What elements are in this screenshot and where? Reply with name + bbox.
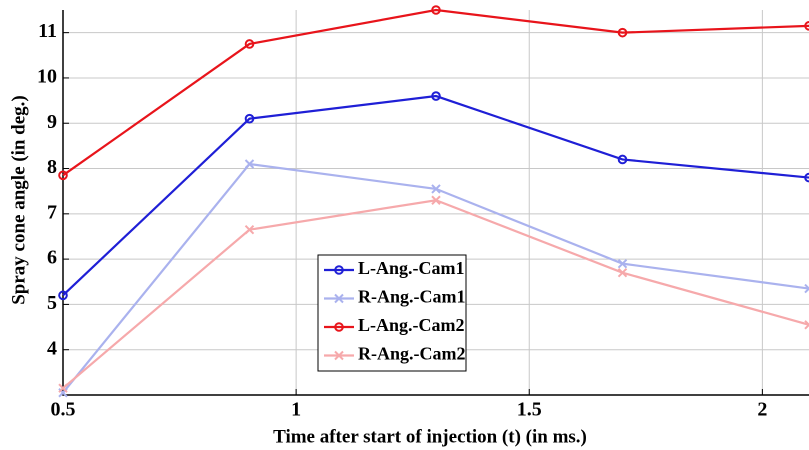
y-tick-label: 5	[47, 292, 57, 314]
marker	[617, 154, 628, 165]
point	[804, 283, 809, 294]
point	[804, 172, 809, 183]
marker	[431, 5, 441, 15]
marker	[804, 21, 809, 31]
axes-frame	[62, 10, 809, 396]
y-tick-label: 9	[47, 111, 57, 133]
legend-label: L-Ang.-Cam2	[358, 315, 465, 335]
point	[617, 258, 628, 269]
legend: L-Ang.-Cam1 R-Ang.-Cam1 L-Ang.-Cam2 R-Ang.-…	[317, 254, 467, 372]
marker	[617, 258, 628, 269]
line	[62, 8, 809, 177]
point	[617, 154, 628, 165]
marker	[431, 184, 441, 194]
marker	[58, 170, 68, 181]
legend-marker	[334, 322, 344, 332]
y-tick-label: 11	[38, 20, 57, 42]
marker	[804, 172, 809, 183]
point	[58, 383, 68, 393]
marker	[431, 91, 441, 101]
y-axis-label: Spray cone angle (in deg.)	[8, 95, 29, 305]
point	[58, 170, 68, 181]
marker	[244, 224, 255, 235]
marker	[58, 383, 68, 393]
series	[58, 91, 809, 301]
marker	[58, 290, 68, 301]
y-tick-label: 6	[47, 247, 57, 269]
series	[58, 5, 809, 181]
marker	[244, 159, 255, 169]
legend-label: R-Ang.-Cam2	[358, 344, 466, 364]
y-tick-label: 7	[47, 201, 57, 223]
point	[431, 195, 441, 205]
y-tick-label: 10	[37, 66, 57, 88]
series	[58, 195, 809, 393]
marker	[617, 27, 628, 38]
series	[58, 159, 809, 398]
point	[58, 290, 68, 301]
point	[617, 267, 628, 278]
point	[244, 159, 255, 169]
point	[431, 5, 441, 15]
point	[431, 91, 441, 101]
point	[804, 320, 809, 330]
legend-label: L-Ang.-Cam1	[358, 258, 465, 278]
marker	[244, 39, 255, 49]
x-axis-label: Time after start of injection (t) (in ms…	[273, 426, 587, 447]
point	[244, 39, 255, 49]
marker	[244, 113, 255, 124]
marker	[431, 195, 441, 205]
legend-marker	[334, 350, 344, 361]
point	[244, 224, 255, 235]
point	[244, 113, 255, 124]
y-tick-label: 8	[47, 156, 57, 178]
marker	[804, 283, 809, 294]
point	[617, 27, 628, 38]
legend-marker	[334, 265, 344, 275]
marker	[804, 320, 809, 330]
legend-marker	[334, 293, 344, 304]
line	[62, 94, 809, 297]
point	[431, 184, 441, 194]
y-tick-label: 4	[47, 337, 57, 359]
marker	[617, 267, 628, 278]
point	[804, 21, 809, 31]
x-tick-label: 0.5	[51, 399, 76, 421]
x-tick-label: 2	[757, 399, 767, 421]
legend-label: R-Ang.-Cam1	[358, 287, 466, 307]
x-tick-label: 1.5	[517, 399, 542, 421]
x-tick-label: 1	[291, 399, 301, 421]
